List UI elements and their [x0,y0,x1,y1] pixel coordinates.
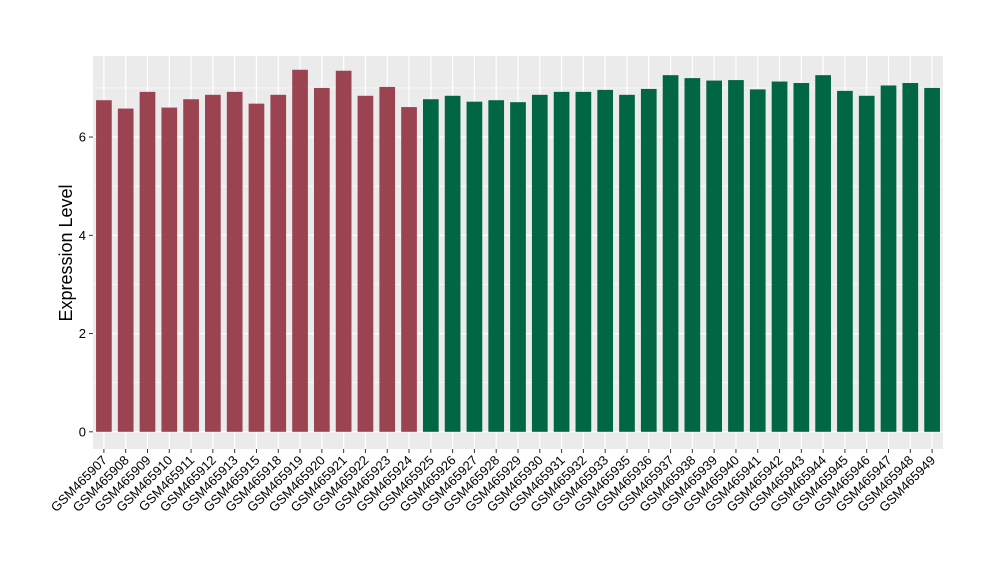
bar-GSM465928 [488,100,505,432]
bar-GSM465943 [793,83,810,432]
y-tick-label: 6 [79,130,86,145]
bar-GSM465941 [749,89,766,432]
bar-GSM465945 [837,90,853,432]
bar-GSM465939 [706,80,722,432]
bars [96,69,940,432]
bar-GSM465919 [292,69,308,432]
y-axis-title: Expression Level [56,184,76,321]
bar-GSM465920 [314,87,330,432]
bar-GSM465909 [139,91,156,432]
bar-GSM465930 [531,94,548,432]
bar-GSM465921 [335,70,352,432]
bar-GSM465938 [684,78,701,432]
y-tick-label: 2 [79,326,86,341]
bar-GSM465931 [553,91,570,432]
bar-GSM465944 [815,75,831,432]
bar-GSM465912 [205,94,221,432]
bar-GSM465908 [117,108,134,432]
bar-GSM465942 [771,81,788,432]
bar-GSM465911 [183,99,199,432]
bar-GSM465929 [510,102,526,432]
bar-GSM465936 [640,88,657,432]
bar-GSM465907 [96,100,112,432]
bar-GSM465946 [858,95,875,432]
bar-GSM465949 [924,87,940,432]
bar-GSM465935 [619,94,635,432]
bar-GSM465915 [248,103,265,432]
bar-GSM465932 [575,91,592,432]
bar-GSM465922 [357,95,374,432]
bar-GSM465933 [597,89,614,432]
x-axis: GSM465907GSM465908GSM465909GSM465910GSM4… [48,449,938,515]
bar-GSM465926 [444,95,461,432]
bar-GSM465923 [379,86,396,432]
bar-GSM465947 [880,85,897,432]
bar-GSM465924 [401,107,417,432]
bar-GSM465918 [270,94,287,432]
bar-GSM465910 [161,107,178,432]
y-tick-label: 0 [79,424,86,439]
bar-GSM465948 [902,83,919,432]
y-axis: 0 2 4 6 [79,130,93,439]
bar-GSM465940 [728,80,744,432]
bar-GSM465937 [662,75,679,432]
y-tick-label: 4 [79,228,86,243]
bar-GSM465925 [422,99,439,432]
bar-GSM465913 [226,91,243,432]
bar-GSM465927 [466,101,483,432]
